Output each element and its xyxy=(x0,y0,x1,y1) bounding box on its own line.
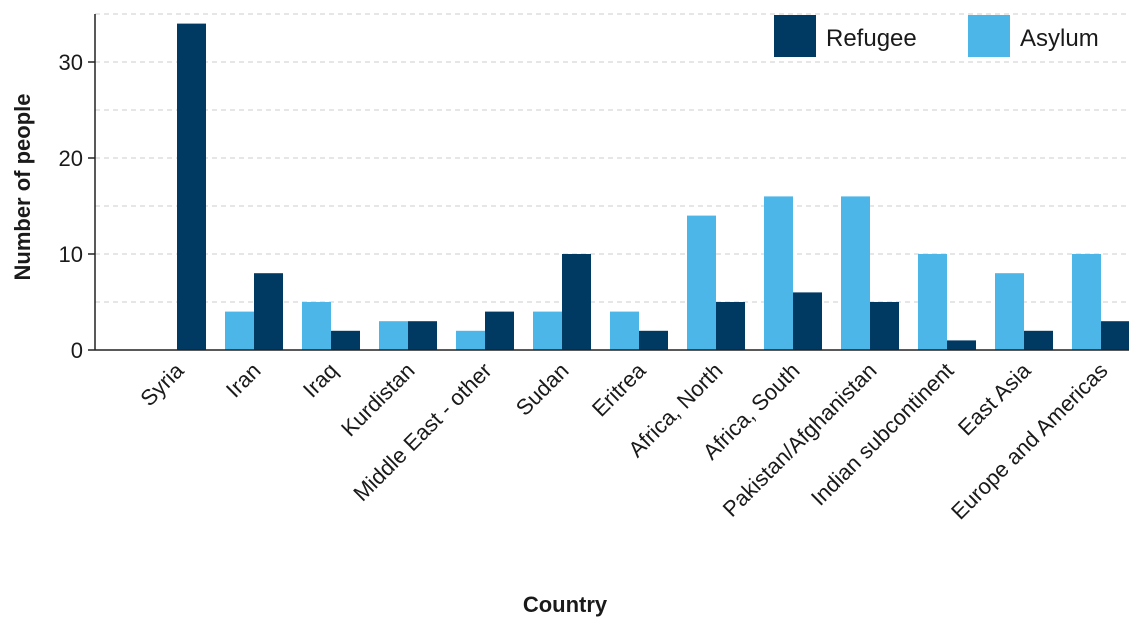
x-tick-label: Syria xyxy=(135,357,189,411)
bar-refugee xyxy=(1024,330,1053,350)
bar-refugee xyxy=(254,273,283,350)
x-tick-label: Europe and Americas xyxy=(946,358,1112,524)
legend: Refugee Asylum xyxy=(774,15,1099,57)
bar-asylum xyxy=(456,330,485,350)
bar-refugee xyxy=(716,302,745,350)
x-tick-label: Eritrea xyxy=(587,357,651,421)
axes xyxy=(94,14,1129,351)
x-axis-title: Country xyxy=(523,592,608,617)
x-tick-label: Middle East - other xyxy=(348,358,496,506)
bar-asylum xyxy=(302,302,331,350)
y-tick-label: 0 xyxy=(71,338,83,363)
legend-label-refugee: Refugee xyxy=(826,25,917,52)
y-tick-label: 30 xyxy=(59,50,83,75)
bar-refugee xyxy=(562,254,591,350)
bar-refugee xyxy=(485,311,514,350)
x-tick-label: Iran xyxy=(221,358,265,402)
bar-asylum xyxy=(533,311,562,350)
bar-refugee xyxy=(331,330,360,350)
x-tick-label: Indian subcontinent xyxy=(806,358,959,511)
bar-refugee xyxy=(870,302,899,350)
legend-swatch-asylum xyxy=(968,15,1010,57)
bar-asylum xyxy=(995,273,1024,350)
bar-asylum xyxy=(1072,254,1101,350)
bar-refugee xyxy=(1101,321,1129,350)
bar-asylum xyxy=(764,196,793,350)
bar-asylum xyxy=(379,321,408,350)
bar-refugee xyxy=(639,330,668,350)
x-tick-label: Iraq xyxy=(298,358,342,402)
bars xyxy=(177,23,1129,350)
legend-label-asylum: Asylum xyxy=(1020,25,1099,52)
y-tick-label: 20 xyxy=(59,146,83,171)
bar-refugee xyxy=(947,340,976,350)
bar-refugee xyxy=(793,292,822,350)
y-ticks: 0 10 20 30 xyxy=(59,50,95,363)
grid-lines xyxy=(95,13,1129,303)
bar-asylum xyxy=(687,215,716,350)
x-tick-label: Sudan xyxy=(511,358,574,421)
bar-asylum xyxy=(841,196,870,350)
bar-refugee xyxy=(408,321,437,350)
bar-asylum xyxy=(918,254,947,350)
bar-asylum xyxy=(610,311,639,350)
y-axis-title: Number of people xyxy=(10,93,35,280)
bar-asylum xyxy=(225,311,254,350)
x-tick-label: Pakistan/Afghanistan xyxy=(718,358,882,522)
legend-swatch-refugee xyxy=(774,15,816,57)
bar-refugee xyxy=(177,23,206,350)
y-tick-label: 10 xyxy=(59,242,83,267)
